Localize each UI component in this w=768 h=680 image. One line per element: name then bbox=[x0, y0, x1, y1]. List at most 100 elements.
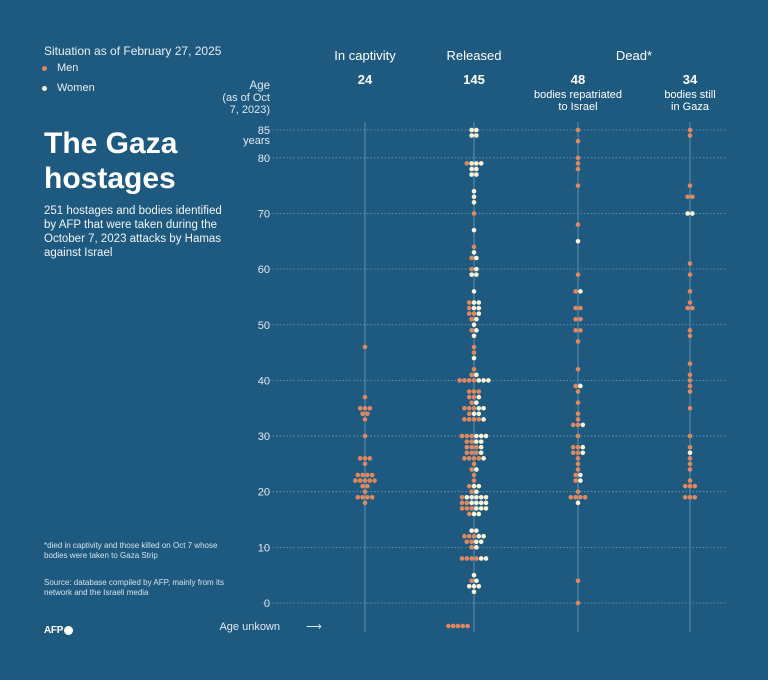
woman-dot bbox=[575, 238, 581, 244]
woman-dot bbox=[474, 161, 479, 166]
man-dot bbox=[471, 211, 477, 216]
woman-dot bbox=[469, 172, 474, 177]
woman-dot bbox=[469, 166, 474, 172]
woman-dot bbox=[471, 300, 477, 305]
y-tick-label: 70 bbox=[258, 208, 270, 220]
man-dot bbox=[466, 405, 472, 411]
man-dot bbox=[471, 394, 477, 400]
woman-dot bbox=[471, 250, 477, 255]
woman-dot bbox=[471, 322, 477, 328]
woman-dot bbox=[466, 584, 472, 589]
man-dot bbox=[471, 311, 477, 316]
woman-dot bbox=[471, 227, 477, 233]
man-dot bbox=[573, 305, 578, 311]
man-dot bbox=[575, 166, 581, 172]
man-dot bbox=[687, 461, 693, 467]
man-dot bbox=[457, 378, 462, 383]
man-dot bbox=[469, 439, 474, 444]
man-dot bbox=[464, 450, 470, 456]
man-dot bbox=[469, 450, 474, 456]
man-dot bbox=[687, 333, 693, 339]
man-dot bbox=[446, 623, 451, 629]
woman-dot bbox=[483, 433, 489, 439]
man-dot bbox=[464, 556, 470, 561]
man-dot bbox=[573, 494, 578, 500]
man-dot bbox=[573, 472, 578, 478]
woman-dot bbox=[476, 405, 482, 411]
man-dot bbox=[471, 378, 477, 383]
man-dot bbox=[357, 405, 363, 411]
man-dot bbox=[357, 456, 363, 461]
man-dot bbox=[575, 389, 581, 394]
page-title: The Gaza hostages bbox=[44, 127, 178, 195]
woman-dot bbox=[476, 300, 482, 305]
man-dot bbox=[687, 372, 693, 378]
man-dot bbox=[575, 222, 581, 227]
man-dot bbox=[466, 389, 472, 394]
man-dot bbox=[469, 489, 474, 495]
y-tick-label: 10 bbox=[258, 542, 270, 554]
man-dot bbox=[360, 411, 365, 417]
man-dot bbox=[575, 366, 581, 372]
group-sublabel: bodies repatriated bbox=[534, 89, 622, 101]
man-dot bbox=[469, 545, 474, 550]
man-dot bbox=[474, 444, 479, 450]
woman-dot bbox=[474, 467, 479, 472]
man-dot bbox=[469, 578, 474, 584]
woman-dot bbox=[474, 539, 479, 545]
man-dot bbox=[687, 261, 693, 266]
man-dot bbox=[575, 489, 581, 495]
man-dot bbox=[685, 194, 690, 200]
man-dot bbox=[471, 389, 477, 394]
man-dot bbox=[464, 444, 470, 450]
man-dot bbox=[362, 500, 368, 506]
man-dot bbox=[466, 456, 472, 461]
woman-dot bbox=[469, 500, 474, 506]
man-dot bbox=[462, 456, 467, 461]
woman-dot bbox=[478, 433, 484, 439]
source-note: Source: database compiled by AFP, mainly… bbox=[44, 578, 224, 597]
man-dot bbox=[466, 483, 472, 489]
woman-dot bbox=[469, 272, 474, 277]
man-dot bbox=[471, 533, 477, 539]
woman-dot bbox=[478, 506, 484, 511]
man-dot bbox=[469, 444, 474, 450]
man-dot bbox=[355, 494, 361, 500]
man-dot bbox=[365, 494, 370, 500]
man-dot bbox=[575, 456, 581, 461]
woman-dot bbox=[474, 172, 479, 177]
man-dot bbox=[575, 461, 581, 467]
woman-dot bbox=[476, 483, 482, 489]
woman-dot bbox=[578, 472, 583, 478]
woman-dot bbox=[471, 194, 477, 200]
man-dot bbox=[575, 155, 581, 161]
man-dot bbox=[360, 494, 365, 500]
man-dot bbox=[687, 389, 693, 394]
man-dot bbox=[575, 411, 581, 417]
man-dot bbox=[575, 272, 581, 277]
man-dot bbox=[466, 511, 472, 517]
woman-dot bbox=[690, 211, 695, 216]
man-dot bbox=[466, 378, 472, 383]
man-dot bbox=[570, 444, 576, 450]
woman-dot bbox=[476, 533, 482, 539]
man-dot bbox=[469, 266, 474, 272]
man-dot bbox=[455, 623, 461, 629]
man-dot bbox=[687, 127, 693, 133]
man-dot bbox=[575, 450, 581, 456]
man-dot bbox=[687, 494, 693, 500]
woman-dot bbox=[474, 266, 479, 272]
woman-dot bbox=[471, 289, 477, 294]
man-dot bbox=[362, 394, 368, 400]
woman-dot bbox=[578, 478, 583, 483]
man-dot bbox=[459, 494, 465, 500]
woman-dot bbox=[474, 545, 479, 550]
woman-dot bbox=[469, 127, 474, 133]
group-label: In captivity bbox=[334, 48, 396, 63]
man-dot bbox=[682, 483, 688, 489]
woman-dot bbox=[474, 578, 479, 584]
man-dot bbox=[464, 500, 470, 506]
man-dot bbox=[471, 344, 477, 350]
man-dot bbox=[687, 300, 693, 305]
woman-dot bbox=[474, 506, 479, 511]
